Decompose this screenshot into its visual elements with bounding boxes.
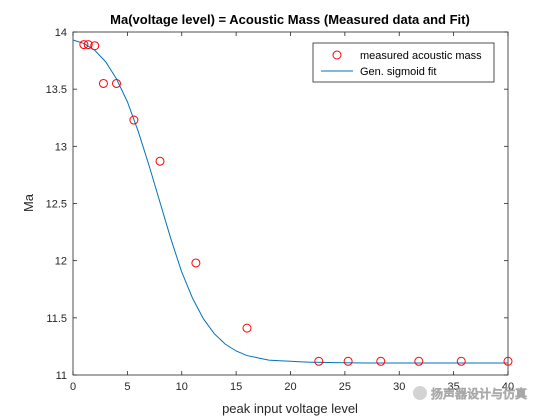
data-point-measured	[90, 41, 100, 51]
data-point-measured	[83, 40, 93, 50]
data-point-measured	[79, 40, 89, 50]
legend: measured acoustic mass Gen. sigmoid fit	[312, 42, 495, 83]
y-tick-label: 13	[55, 141, 67, 153]
data-point-measured	[112, 78, 121, 88]
data-point-measured	[98, 78, 108, 88]
data-point-measured	[155, 156, 165, 166]
watermark-text: 扬声器设计与仿真	[431, 386, 527, 401]
y-tick-label: 12	[55, 256, 67, 268]
data-point-measured	[191, 258, 201, 268]
y-tick-label: 11.5	[46, 313, 67, 325]
legend-label-measured: measured acoustic mass	[360, 50, 482, 62]
data-point-measured	[343, 356, 353, 366]
x-tick-label: 15	[230, 381, 242, 393]
y-tick-label: 11	[56, 370, 67, 382]
y-tick-label: 14	[55, 27, 67, 39]
plot-area: 0 5 10 15 20 25 30 35 40 11 11.5 12 12.5 13 13.5 14	[46, 27, 515, 393]
data-point-measured	[456, 356, 466, 366]
x-tick-label: 10	[176, 381, 188, 393]
watermark-logo-icon	[413, 386, 427, 400]
data-point-measured	[503, 356, 513, 366]
legend-label-fit: Gen. sigmoid fit	[360, 66, 436, 78]
legend-box	[312, 42, 495, 83]
x-tick-label: 30	[393, 381, 405, 393]
x-tick-label: 0	[70, 381, 76, 393]
x-axis-label: peak input voltage level	[222, 401, 358, 416]
y-axis-label: Ma	[21, 193, 36, 212]
x-tick-label: 35	[448, 381, 460, 393]
data-point-measured	[376, 356, 386, 366]
x-tick-label: 20	[284, 381, 296, 393]
y-tick-label: 13.5	[46, 84, 67, 96]
series-line-gen-sigmoid-fit	[72, 39, 508, 364]
chart-title: Ma(voltage level) = Acoustic Mass (Measu…	[110, 12, 470, 27]
data-point-measured	[414, 356, 424, 366]
y-tick-label: 12.5	[46, 199, 67, 211]
x-tick-label: 40	[502, 381, 514, 393]
data-point-measured	[129, 115, 139, 125]
x-tick-label: 5	[124, 381, 130, 393]
data-point-measured	[242, 323, 252, 333]
legend-marker-measured	[332, 50, 342, 60]
watermark: 扬声器设计与仿真	[413, 386, 527, 401]
x-tick-label: 25	[339, 381, 351, 393]
data-point-measured	[314, 356, 324, 366]
